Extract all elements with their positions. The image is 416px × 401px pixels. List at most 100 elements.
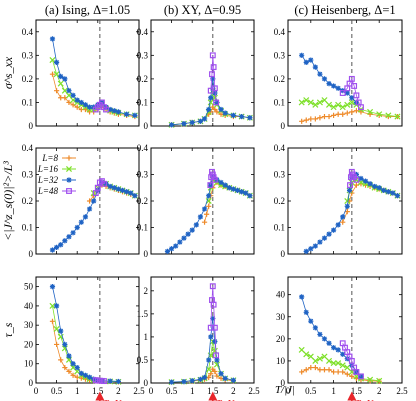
data-point (214, 99, 220, 106)
data-point (74, 364, 80, 371)
data-point (340, 351, 346, 357)
data-point (326, 231, 332, 237)
data-point (340, 369, 346, 375)
data-point (86, 104, 93, 110)
data-point (208, 182, 214, 188)
data-point (247, 115, 253, 121)
series-line (306, 174, 398, 252)
data-point (331, 112, 337, 118)
data-point (78, 375, 84, 381)
series-L48 (207, 283, 220, 359)
data-point (299, 118, 305, 124)
data-point (303, 351, 310, 358)
data-point (230, 112, 236, 118)
x-axis-annotations: T/|J| (275, 384, 295, 396)
data-point (326, 357, 333, 364)
data-point (115, 378, 121, 385)
data-point (197, 118, 204, 124)
data-point (177, 239, 183, 245)
data-point (132, 112, 138, 118)
y-tick-label: 0.4 (137, 143, 149, 153)
panel-ising-sigma: 0 0.1 0.2 0.3 0.4 (a) Ising, Δ=1.05 σ^s_xx (1, 3, 140, 131)
data-point (201, 374, 208, 381)
data-point (335, 85, 341, 91)
data-point (185, 231, 191, 237)
y-tick-label: 0.1 (22, 223, 33, 233)
data-point (335, 101, 342, 108)
data-point (312, 64, 318, 70)
series-L48 (92, 178, 107, 196)
data-point (239, 189, 245, 195)
y-tick-label: 0.3 (274, 50, 286, 60)
data-point (206, 106, 212, 113)
panel-title: (a) Ising, Δ=1.05 (45, 3, 130, 17)
plot-frame (35, 276, 140, 384)
plot-frame (150, 147, 255, 255)
y-tick-label: 0 (29, 249, 34, 259)
data-point (312, 325, 318, 331)
y-tick-label: 0.2 (274, 196, 285, 206)
data-point (312, 243, 318, 249)
data-point (321, 113, 328, 120)
series-L8 (299, 108, 401, 124)
legend-marker (66, 177, 72, 183)
data-point (247, 193, 253, 199)
y-tick-label: 0.3 (137, 50, 149, 60)
data-point (344, 101, 351, 108)
data-point (62, 341, 68, 348)
tn-label: T_N (102, 398, 122, 401)
data-point (349, 373, 355, 379)
data-point (230, 186, 236, 192)
data-point (376, 377, 383, 384)
data-point (335, 111, 341, 117)
y-tick-label: 0.4 (137, 27, 149, 37)
data-point (70, 230, 76, 236)
panel-grid: 0 0.1 0.2 0.3 0.4 (a) Ising, Δ=1.05 σ^s_xx 0 0.1… (1, 3, 408, 401)
data-point (316, 355, 323, 362)
panel-heisenberg-sigma: 0 0.1 0.2 0.3 0.4 (c) Heisenberg, Δ=1 (274, 3, 403, 131)
data-point (132, 193, 138, 199)
data-point (107, 378, 113, 384)
data-point (169, 379, 175, 385)
series-L32 (169, 76, 253, 128)
data-point (212, 90, 218, 96)
data-point (70, 372, 76, 378)
data-point (222, 110, 228, 116)
data-point (206, 203, 212, 209)
data-point (222, 182, 228, 188)
data-point (214, 357, 220, 363)
data-point (62, 364, 68, 371)
series-L48 (207, 52, 220, 106)
data-point (214, 109, 220, 115)
series-L32 (49, 36, 138, 118)
data-point (213, 352, 220, 359)
data-point (372, 183, 378, 190)
data-point (312, 364, 318, 371)
data-point (208, 334, 214, 340)
data-point (201, 116, 208, 122)
data-point (348, 75, 355, 82)
y-tick-label: 0.4 (274, 27, 286, 37)
y-tick-label: 40 (24, 301, 34, 311)
data-point (308, 116, 314, 122)
y-tick-label: 0.3 (137, 170, 149, 180)
data-point (234, 187, 241, 193)
data-point (115, 186, 121, 192)
data-point (54, 88, 60, 94)
panel-title: (c) Heisenberg, Δ=1 (294, 3, 395, 17)
data-point (394, 193, 401, 199)
legend: L=8L=16L=32L=48 (37, 153, 76, 196)
plot-frame (287, 276, 403, 384)
data-point (209, 71, 215, 78)
data-point (66, 368, 72, 375)
data-point (218, 111, 224, 117)
y-tick-label: 0.4 (22, 143, 34, 153)
data-point (49, 247, 56, 253)
y-tick-label: 0.4 (22, 27, 34, 37)
data-point (351, 83, 358, 89)
x-tick-label: 2 (377, 386, 382, 396)
data-point (312, 357, 319, 364)
data-point (321, 235, 328, 241)
data-point (70, 361, 76, 367)
data-point (308, 364, 314, 371)
